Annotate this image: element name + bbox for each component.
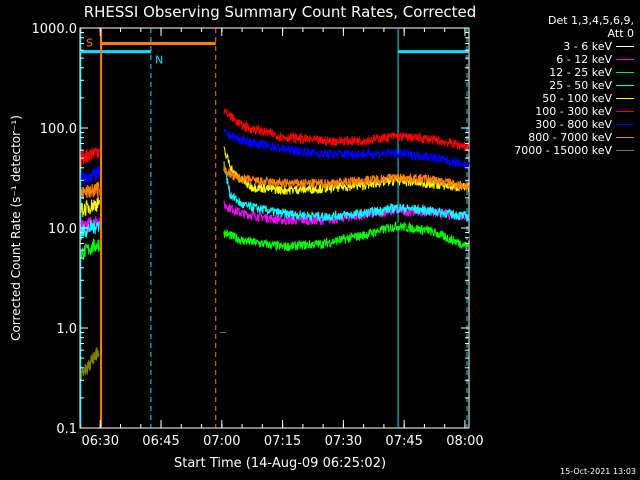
- legend-entry-label: 100 - 300 keV: [535, 105, 612, 118]
- series-post-line: [223, 162, 470, 191]
- series-pre-line: [80, 238, 100, 260]
- chart-title: RHESSI Observing Summary Count Rates, Co…: [84, 3, 477, 21]
- series-post-line: [223, 107, 470, 151]
- legend-entry: 12 - 25 keV: [488, 66, 634, 79]
- series-pre-line: [80, 181, 100, 200]
- series-post-line: [223, 221, 470, 252]
- x-tick-label: 07:15: [264, 434, 301, 449]
- legend-entry: 800 - 7000 keV: [488, 131, 634, 144]
- y-tick-label: 0.1: [56, 422, 77, 437]
- legend-entry: 100 - 300 keV: [488, 105, 634, 118]
- legend-entry-swatch: [616, 72, 634, 73]
- legend-entry: 7000 - 15000 keV: [488, 144, 634, 157]
- legend-entry-label: 800 - 7000 keV: [528, 131, 612, 144]
- night-label: N: [155, 54, 163, 67]
- legend-entry: 50 - 100 keV: [488, 92, 634, 105]
- legend-header-line-1: Det 1,3,4,5,6,9,: [547, 14, 634, 27]
- legend-entry-label: 7000 - 15000 keV: [514, 144, 612, 157]
- legend-entry-swatch: [616, 85, 634, 86]
- series-layer: [80, 107, 470, 380]
- y-axis-label: Corrected Count Rate (s⁻¹ detector⁻¹): [9, 115, 23, 341]
- x-tick-label: 06:45: [142, 434, 179, 449]
- legend-entry-swatch: [616, 98, 634, 99]
- legend-entry-swatch: [616, 59, 634, 60]
- legend-entry: 25 - 50 keV: [488, 79, 634, 92]
- legend-entry-swatch: [616, 137, 634, 138]
- legend-entry-swatch: [616, 150, 634, 151]
- y-tick-label: 100.0: [40, 122, 77, 137]
- legend-entry-label: 50 - 100 keV: [542, 92, 612, 105]
- generation-timestamp: 15-Oct-2021 13:03: [560, 467, 636, 476]
- series-post-line: [223, 128, 470, 170]
- legend-entry-swatch: [616, 46, 634, 47]
- y-tick-label: 1.0: [56, 322, 77, 337]
- series-pre-line: [80, 219, 100, 241]
- legend-header-line-2: Att 0: [607, 27, 634, 40]
- x-tick-label: 07:45: [385, 434, 422, 449]
- legend-entry-label: 3 - 6 keV: [563, 40, 612, 53]
- x-tick-label: 07:30: [325, 434, 362, 449]
- legend-entry-label: 300 - 800 keV: [535, 118, 612, 131]
- tick-layer: 0.1 1.0 10.0 100.0 1000.0 06:30 06:45 07:00 07:1…: [32, 22, 484, 449]
- legend: Det 1,3,4,5,6,9, Att 0 3 - 6 keV 6 - 12 k…: [488, 14, 634, 157]
- series-pre-line: [80, 196, 100, 218]
- legend-entry: 6 - 12 keV: [488, 53, 634, 66]
- series-post-line: [223, 161, 470, 222]
- series-pre-line: [80, 147, 100, 166]
- y-tick-label: 1000.0: [32, 22, 78, 37]
- x-tick-label: 08:00: [446, 434, 483, 449]
- legend-entry: 3 - 6 keV: [488, 40, 634, 53]
- legend-entry-label: 6 - 12 keV: [556, 53, 612, 66]
- legend-entry-label: 25 - 50 keV: [549, 79, 612, 92]
- series-pre-line: [80, 165, 100, 186]
- saa-label: S: [86, 36, 93, 49]
- y-tick-label: 10.0: [48, 222, 77, 237]
- legend-entry: 300 - 800 keV: [488, 118, 634, 131]
- x-axis-label: Start Time (14-Aug-09 06:25:02): [174, 456, 386, 471]
- x-tick-label: 06:30: [82, 434, 119, 449]
- legend-entry-swatch: [616, 124, 634, 125]
- series-pre-line: [80, 347, 100, 380]
- legend-entry-label: 12 - 25 keV: [549, 66, 612, 79]
- legend-entry-swatch: [616, 111, 634, 112]
- series-post-line: [223, 146, 470, 195]
- x-tick-label: 07:00: [203, 434, 240, 449]
